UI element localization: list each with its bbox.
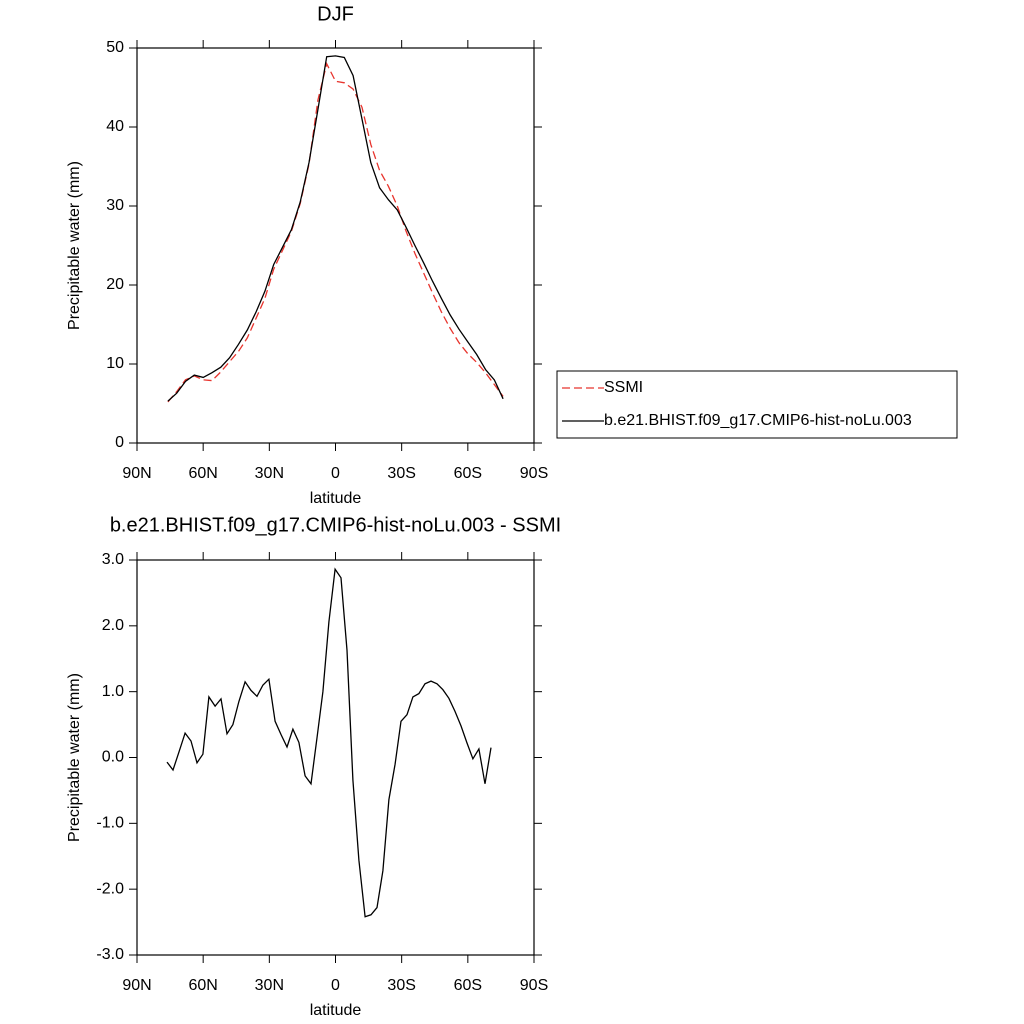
- data-line: [167, 55, 504, 402]
- x-tick-label: 60S: [454, 977, 482, 994]
- y-tick-label: 3.0: [102, 551, 124, 568]
- plot-frame: [136, 559, 535, 956]
- data-line: [166, 567, 492, 918]
- chart-title: DJF: [317, 3, 354, 25]
- x-tick-label: 90S: [520, 465, 548, 482]
- y-tick-label: 20: [106, 276, 124, 293]
- y-tick-label: 50: [106, 39, 124, 56]
- x-tick-label: 90N: [122, 465, 151, 482]
- y-tick-label: 2.0: [102, 617, 124, 634]
- y-tick-label: 1.0: [102, 683, 124, 700]
- y-tick-label: -2.0: [96, 880, 124, 897]
- x-tick-label: 30N: [255, 977, 284, 994]
- y-tick-label: 30: [106, 197, 124, 214]
- data-line: [167, 61, 504, 403]
- y-tick-label: 0: [115, 434, 124, 451]
- x-tick-label: 30S: [387, 465, 415, 482]
- x-tick-label: 60N: [188, 977, 217, 994]
- chart-title: b.e21.BHIST.f09_g17.CMIP6-hist-noLu.003 …: [110, 514, 561, 536]
- x-tick-label: 60S: [454, 465, 482, 482]
- y-tick-label: 10: [106, 355, 124, 372]
- x-tick-label: 90N: [122, 977, 151, 994]
- legend-box: [556, 370, 958, 439]
- x-tick-label: 0: [331, 977, 340, 994]
- y-axis-label: Precipitable water (mm): [66, 673, 83, 842]
- x-tick-label: 90S: [520, 977, 548, 994]
- x-tick-label: 30N: [255, 465, 284, 482]
- x-tick-label: 60N: [188, 465, 217, 482]
- y-tick-label: 0.0: [102, 749, 124, 766]
- y-tick-label: -3.0: [96, 946, 124, 963]
- x-tick-label: 30S: [387, 977, 415, 994]
- y-tick-label: -1.0: [96, 815, 124, 832]
- x-tick-label: 0: [331, 465, 340, 482]
- legend-label: SSMI: [604, 379, 643, 396]
- y-tick-label: 40: [106, 118, 124, 135]
- x-axis-label: latitude: [310, 1002, 362, 1019]
- legend-label: b.e21.BHIST.f09_g17.CMIP6-hist-noLu.003: [604, 412, 912, 429]
- y-axis-label: Precipitable water (mm): [66, 161, 83, 330]
- plot-frame: [136, 47, 535, 444]
- x-axis-label: latitude: [310, 490, 362, 507]
